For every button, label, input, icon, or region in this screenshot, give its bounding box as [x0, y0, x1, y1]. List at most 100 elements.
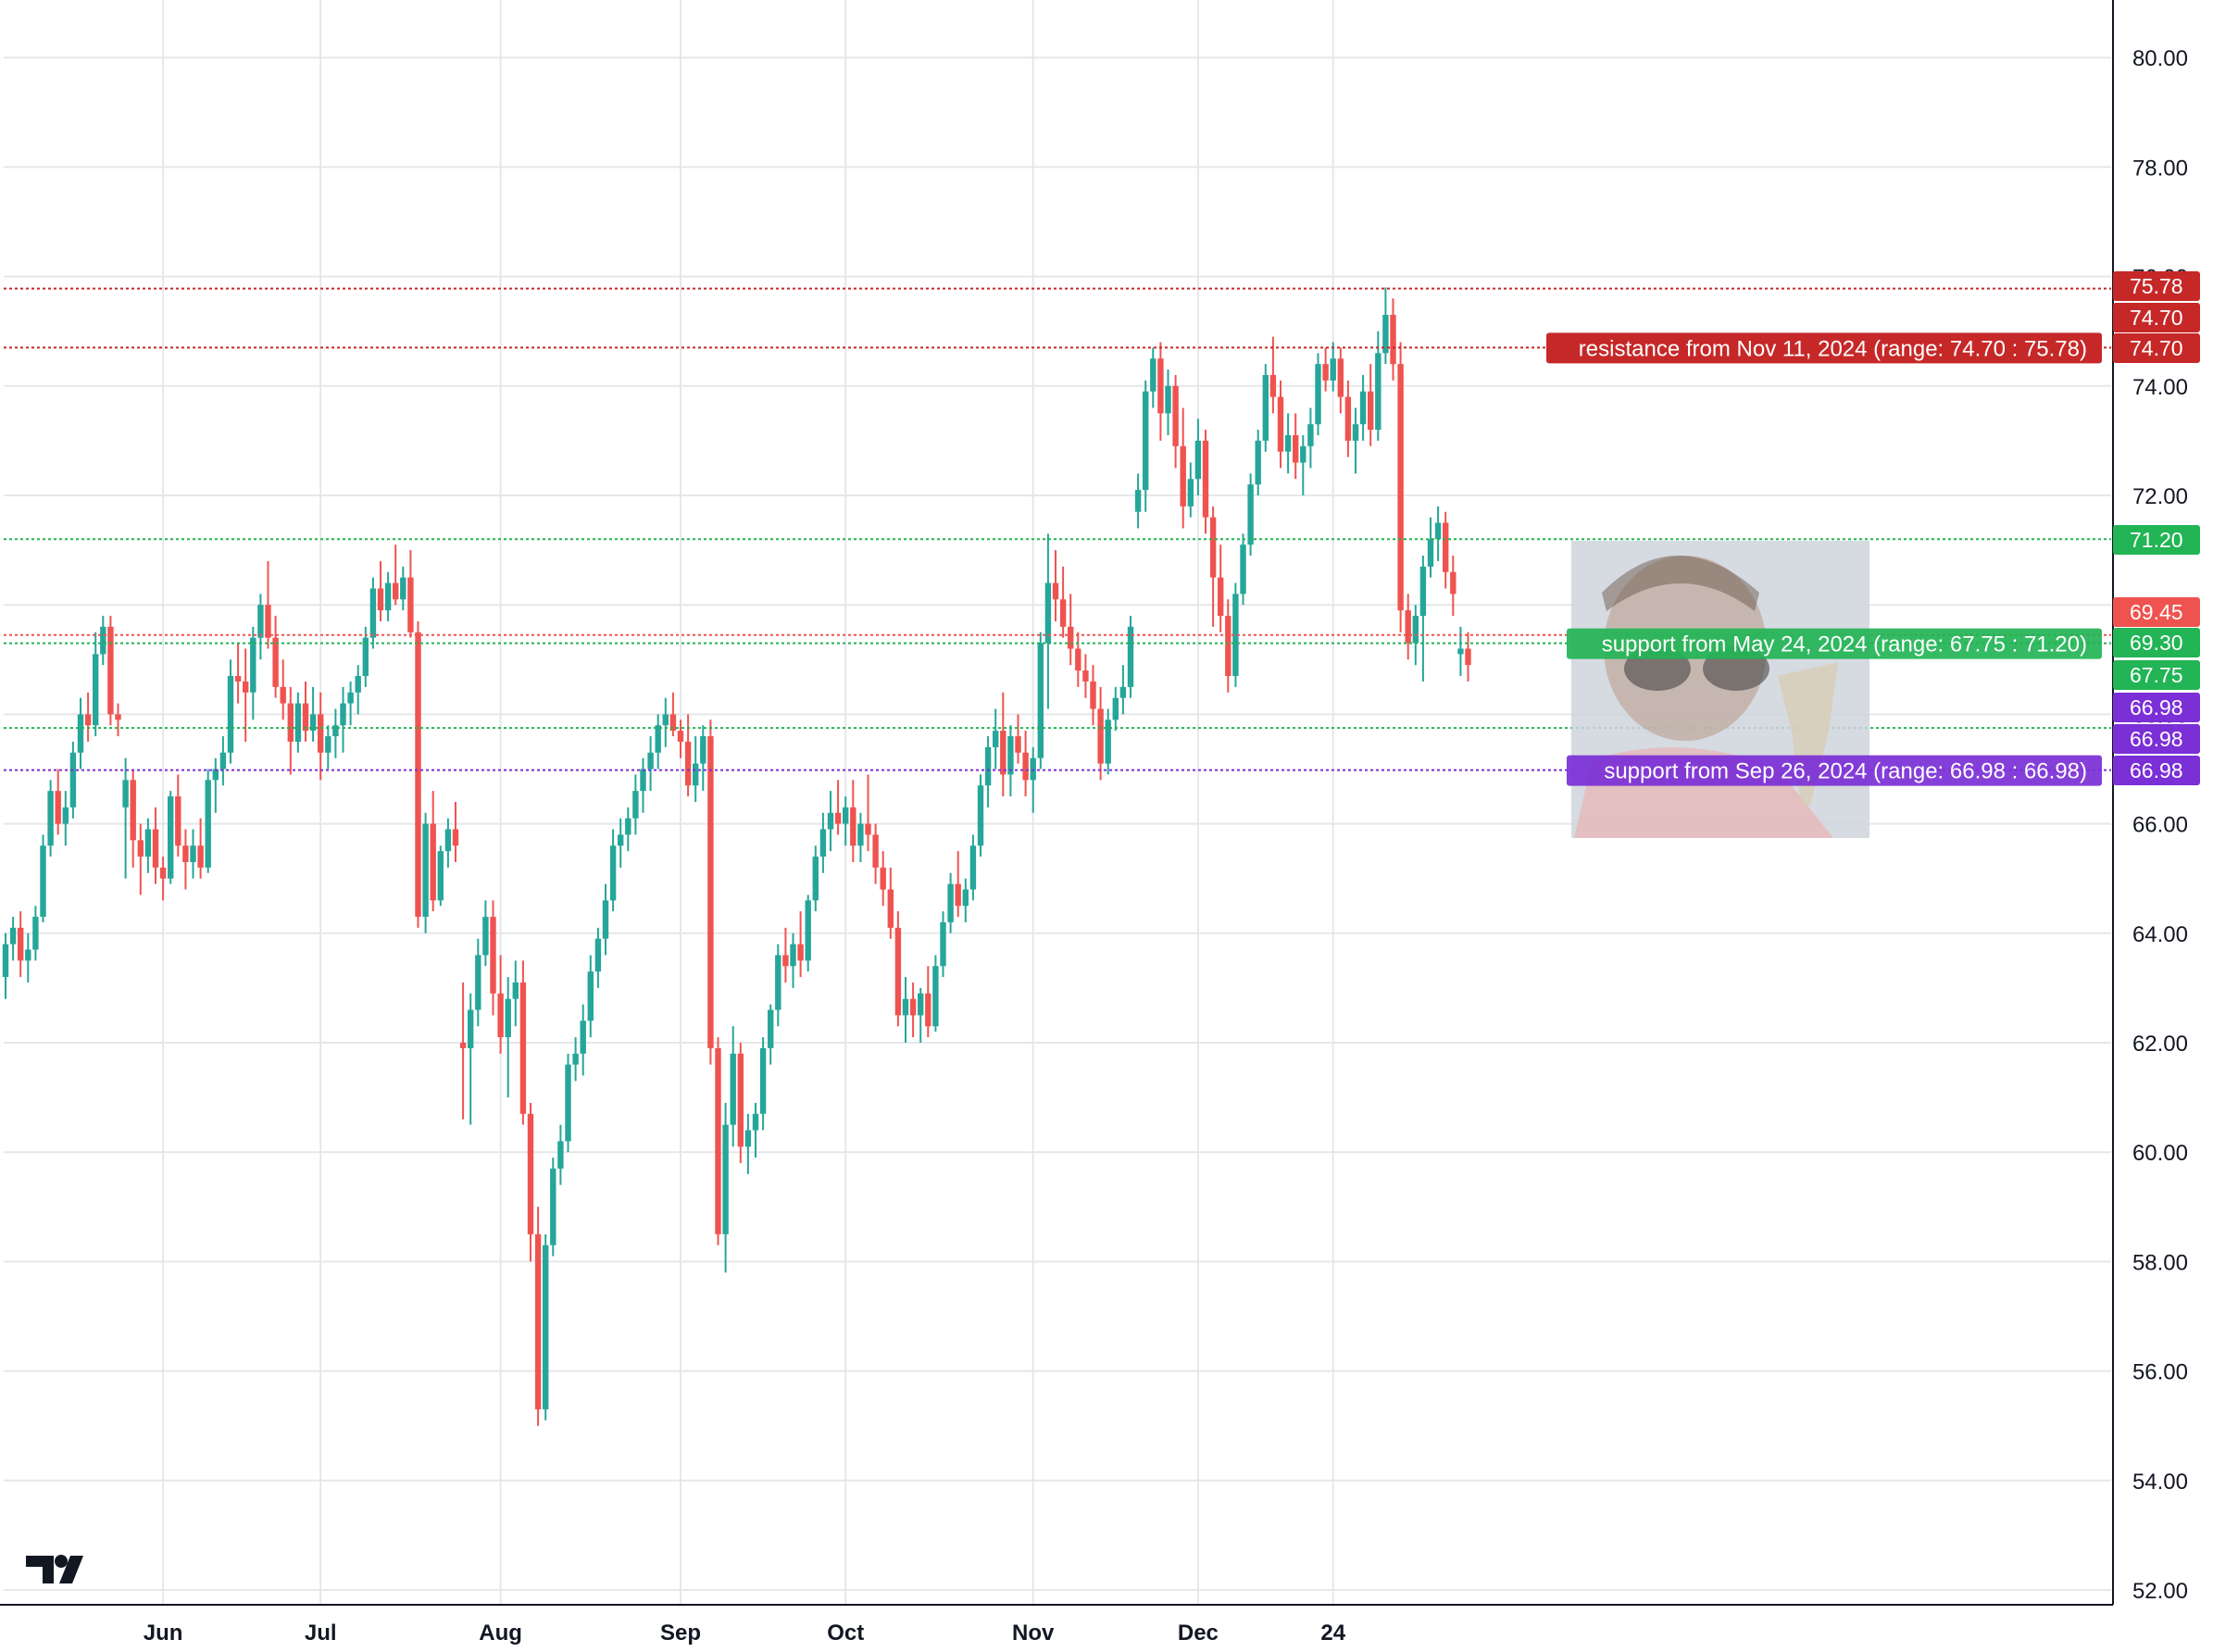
candle-body: [309, 714, 317, 732]
candle-body: [1277, 396, 1284, 452]
time-axis[interactable]: Jun Jul Aug Sep Oct Nov Dec 24: [144, 1621, 1346, 1646]
price-badges: 75.78 74.70 74.70 71.20 69.45 69.30 67.75 66.98…: [2113, 271, 2200, 785]
candle-body: [1015, 736, 1021, 753]
candle-body: [1022, 752, 1029, 781]
candle-body: [737, 1053, 744, 1147]
candle-body: [257, 605, 264, 638]
candle-body: [159, 867, 167, 879]
price-badge-text: 75.78: [2130, 274, 2183, 298]
candle-body: [857, 823, 864, 846]
candle-body: [182, 845, 189, 862]
candle-body: [594, 938, 602, 972]
candle-body: [1255, 440, 1261, 485]
candle-body: [775, 955, 781, 1010]
candle-body: [47, 791, 54, 846]
candle-body: [84, 714, 92, 726]
candle-body: [1172, 385, 1179, 446]
candle-body: [1225, 616, 1232, 677]
candle-body: [100, 626, 106, 655]
time-axis-label: Jun: [144, 1621, 183, 1646]
candle-body: [250, 637, 256, 693]
logo-dot: [55, 1555, 68, 1568]
candle-body: [1262, 374, 1269, 441]
candle-body: [18, 927, 24, 961]
candle-body: [1412, 616, 1419, 644]
price-badge-background: [2113, 756, 2200, 785]
candle-body: [1052, 582, 1059, 600]
candle-body: [684, 741, 692, 786]
candle-body: [1232, 594, 1239, 677]
candle-body: [647, 752, 654, 770]
candle-body: [1068, 626, 1074, 649]
candle-body: [1082, 670, 1089, 682]
candle-body: [1443, 522, 1449, 572]
candle-body: [527, 1113, 534, 1234]
candle-body: [444, 829, 452, 852]
candle-body: [1165, 385, 1171, 414]
zone-label-text: support from May 24, 2024 (range: 67.75 …: [1602, 632, 2087, 657]
candle-body: [947, 883, 954, 922]
candle-body: [1097, 708, 1104, 764]
candle-body: [122, 780, 129, 807]
candle-body: [730, 1053, 736, 1125]
price-tick-label: 66.00: [2132, 813, 2188, 838]
price-badge-text: 66.98: [2130, 695, 2183, 720]
candle-body: [340, 703, 346, 726]
candle-body: [280, 686, 286, 704]
candle-body: [1390, 314, 1396, 365]
candle-body: [1112, 697, 1119, 720]
price-badge-background: [2113, 271, 2200, 301]
price-tick-label: 54.00: [2132, 1470, 2188, 1495]
time-axis-label: Sep: [660, 1621, 701, 1646]
candle-body: [1157, 358, 1164, 414]
candle-body: [362, 637, 369, 677]
candle-body: [722, 1124, 729, 1234]
price-badge: 69.30: [2113, 628, 2200, 657]
candle-body: [618, 834, 624, 846]
candle-body: [872, 834, 879, 868]
candle-body: [843, 807, 849, 824]
candle-body: [715, 1047, 721, 1234]
candle-body: [1240, 544, 1246, 594]
candle-body: [377, 588, 384, 611]
candle-body: [1427, 539, 1434, 567]
candle-body: [932, 966, 939, 1027]
candle-body: [557, 1141, 564, 1169]
candle-body: [894, 927, 902, 1016]
candle-body: [482, 917, 489, 956]
candle-body: [1344, 396, 1352, 441]
candle-body: [759, 1047, 767, 1114]
zone-label: support from May 24, 2024 (range: 67.75 …: [1567, 628, 2102, 659]
candle-body: [1044, 582, 1052, 644]
candle-body: [407, 577, 414, 632]
candle-body: [332, 725, 339, 737]
candle-body: [393, 582, 399, 600]
price-tick-label: 74.00: [2132, 375, 2188, 400]
candle-body: [197, 845, 204, 868]
candle-body: [969, 845, 977, 890]
candle-body: [77, 714, 84, 753]
tradingview-logo-icon[interactable]: [26, 1555, 83, 1583]
price-badge-background: [2113, 303, 2200, 332]
candle-body: [887, 889, 894, 928]
candle-body: [107, 626, 114, 715]
candle-body: [347, 692, 354, 704]
candle-body: [632, 791, 639, 819]
candle-body: [1218, 577, 1224, 617]
price-badge-background: [2113, 693, 2200, 722]
candle-body: [1405, 610, 1411, 644]
candle-body: [1007, 736, 1014, 775]
candle-body: [1090, 681, 1096, 709]
time-axis-label: Oct: [827, 1621, 864, 1646]
candle-body: [190, 845, 196, 862]
candle-body: [819, 829, 827, 857]
candle-body: [827, 812, 834, 830]
candle-body: [1307, 424, 1314, 446]
candle-body: [437, 851, 444, 901]
price-badge-text: 69.30: [2130, 631, 2183, 655]
candle-body: [1434, 522, 1442, 540]
candle-body: [565, 1064, 571, 1142]
